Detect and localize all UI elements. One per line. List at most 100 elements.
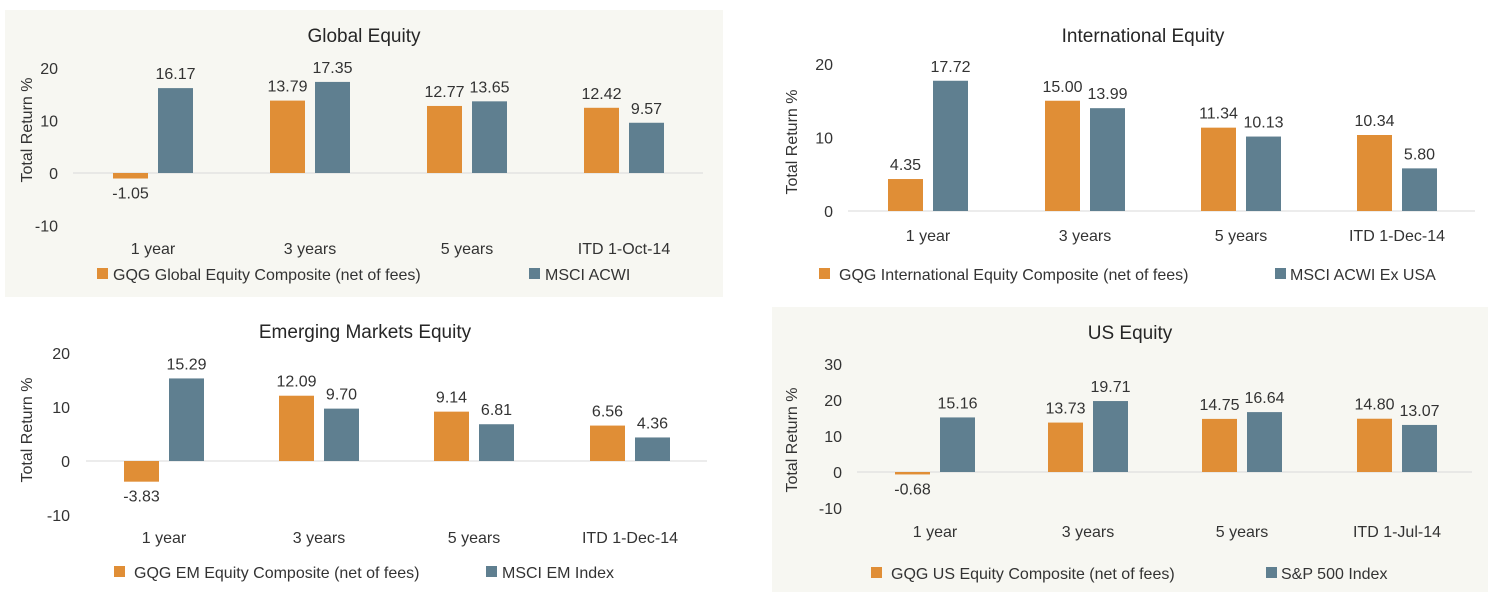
y-tick-label: 0 — [61, 454, 70, 471]
y-tick-label: 10 — [815, 131, 833, 148]
benchmark-bar[interactable] — [1402, 168, 1437, 211]
legend-label-benchmark: MSCI EM Index — [502, 565, 614, 582]
y-tick-label: 20 — [52, 346, 70, 363]
chart-emerging: Emerging Markets Equity Total Return % 20 1… — [19, 322, 707, 582]
x-category-label: 3 years — [293, 530, 345, 547]
composite-data-label: 12.77 — [424, 84, 464, 101]
x-category-label: ITD 1-Jul-14 — [1353, 524, 1441, 541]
benchmark-data-label: 6.81 — [481, 402, 512, 419]
legend-label-composite: GQG US Equity Composite (net of fees) — [891, 566, 1175, 583]
y-tick-label: 0 — [833, 465, 842, 482]
x-category-label: 5 years — [1216, 524, 1268, 541]
composite-bar[interactable] — [427, 105, 462, 173]
legend-swatch-benchmark — [1275, 268, 1286, 279]
composite-data-label: -0.68 — [894, 481, 931, 498]
benchmark-data-label: 17.35 — [312, 60, 352, 77]
composite-data-label: 14.80 — [1354, 397, 1394, 414]
benchmark-data-label: 17.72 — [930, 59, 970, 76]
x-category-label: 3 years — [284, 241, 336, 258]
benchmark-data-label: 13.07 — [1399, 403, 1439, 420]
legend-swatch-composite — [97, 268, 108, 279]
benchmark-bar[interactable] — [629, 122, 664, 173]
legend-swatch-benchmark — [1266, 567, 1277, 578]
composite-data-label: 9.14 — [436, 390, 467, 407]
x-category-label: 1 year — [913, 524, 958, 541]
composite-bar[interactable] — [1202, 418, 1237, 472]
x-category-label: 1 year — [142, 530, 187, 547]
benchmark-data-label: 5.80 — [1404, 146, 1435, 163]
legend-swatch-composite — [819, 268, 830, 279]
composite-bar[interactable] — [590, 425, 625, 461]
benchmark-data-label: 4.36 — [637, 415, 668, 432]
composite-data-label: 13.79 — [267, 79, 307, 96]
x-category-label: 1 year — [131, 241, 176, 258]
y-tick-label: 10 — [824, 429, 842, 446]
benchmark-bar[interactable] — [169, 378, 204, 461]
composite-bar[interactable] — [434, 411, 469, 461]
composite-data-label: 15.00 — [1042, 79, 1082, 96]
x-category-label: ITD 1-Dec-14 — [582, 530, 678, 547]
composite-bar[interactable] — [113, 173, 148, 179]
benchmark-data-label: 16.17 — [155, 66, 195, 83]
benchmark-bar[interactable] — [940, 417, 975, 472]
y-tick-label: 20 — [40, 61, 58, 78]
benchmark-bar[interactable] — [1090, 108, 1125, 211]
benchmark-bar[interactable] — [1402, 424, 1437, 472]
benchmark-bar[interactable] — [158, 88, 193, 173]
legend-swatch-benchmark — [529, 268, 540, 279]
composite-bar[interactable] — [895, 472, 930, 475]
benchmark-bar[interactable] — [1246, 136, 1281, 211]
benchmark-bar[interactable] — [315, 81, 350, 173]
composite-bar[interactable] — [1045, 100, 1080, 211]
composite-data-label: 11.34 — [1199, 106, 1238, 123]
composite-data-label: -3.83 — [123, 489, 160, 506]
legend-label-composite: GQG EM Equity Composite (net of fees) — [134, 565, 419, 582]
x-category-label: 3 years — [1059, 228, 1111, 245]
y-axis-label: Total Return % — [784, 90, 801, 195]
legend-swatch-benchmark — [486, 566, 497, 577]
benchmark-bar[interactable] — [479, 424, 514, 461]
composite-bar[interactable] — [270, 100, 305, 173]
legend-swatch-composite — [114, 566, 125, 577]
benchmark-data-label: 9.70 — [326, 387, 357, 404]
x-category-label: 1 year — [906, 228, 951, 245]
y-axis-label: Total Return % — [19, 78, 36, 183]
x-category-label: 5 years — [1215, 228, 1267, 245]
legend-label-benchmark: MSCI ACWI — [545, 267, 630, 284]
benchmark-bar[interactable] — [324, 408, 359, 461]
composite-bar[interactable] — [888, 179, 923, 211]
benchmark-bar[interactable] — [1247, 412, 1282, 472]
composite-bar[interactable] — [124, 461, 159, 482]
benchmark-data-label: 15.29 — [166, 356, 206, 373]
composite-data-label: 13.73 — [1045, 401, 1085, 418]
legend-label-composite: GQG Global Equity Composite (net of fees… — [113, 267, 421, 284]
composite-bar[interactable] — [1048, 422, 1083, 472]
y-axis-label: Total Return % — [784, 388, 801, 493]
composite-bar[interactable] — [1357, 135, 1392, 211]
benchmark-bar[interactable] — [1093, 401, 1128, 472]
y-tick-label: 0 — [49, 166, 58, 183]
chart-title: International Equity — [1062, 26, 1225, 47]
x-category-label: 5 years — [448, 530, 500, 547]
x-category-label: ITD 1-Oct-14 — [578, 241, 671, 258]
composite-bar[interactable] — [584, 107, 619, 173]
benchmark-bar[interactable] — [933, 80, 968, 212]
y-tick-label: -10 — [819, 501, 842, 518]
y-tick-label: 20 — [815, 57, 833, 74]
x-category-label: ITD 1-Dec-14 — [1349, 228, 1445, 245]
chart-international: International Equity Total Return % 20 10 0 4… — [784, 26, 1475, 284]
y-tick-label: 30 — [824, 357, 842, 374]
composite-bar[interactable] — [1357, 418, 1392, 472]
composite-data-label: 14.75 — [1199, 397, 1239, 414]
benchmark-data-label: 13.65 — [469, 79, 509, 96]
benchmark-data-label: 9.57 — [631, 101, 662, 118]
benchmark-bar[interactable] — [635, 437, 670, 461]
composite-bar[interactable] — [1201, 127, 1236, 211]
benchmark-data-label: 19.71 — [1090, 379, 1130, 396]
benchmark-bar[interactable] — [472, 101, 507, 173]
x-category-label: 5 years — [441, 241, 493, 258]
benchmark-data-label: 16.64 — [1244, 390, 1284, 407]
y-tick-label: 10 — [40, 114, 58, 131]
composite-data-label: 12.09 — [276, 374, 316, 391]
composite-bar[interactable] — [279, 395, 314, 461]
